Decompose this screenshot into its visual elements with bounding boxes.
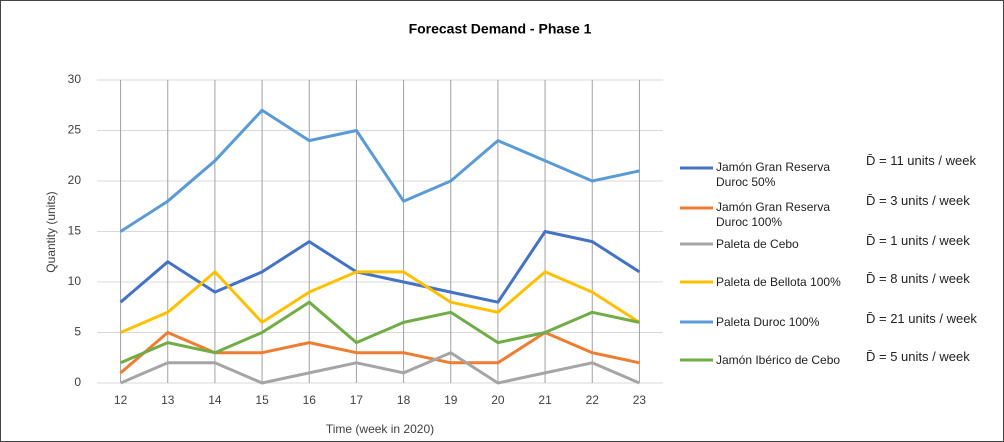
y-tick-label: 20 <box>68 173 82 187</box>
annotation: D̄ = 1 units / week <box>866 233 970 248</box>
x-tick-label: 20 <box>491 393 505 407</box>
y-tick-label: 15 <box>68 224 82 238</box>
x-tick-label: 23 <box>633 393 647 407</box>
x-tick-label: 22 <box>586 393 600 407</box>
x-tick-label: 18 <box>397 393 411 407</box>
y-tick-label: 10 <box>68 274 82 288</box>
annotation: D̄ = 8 units / week <box>866 271 970 286</box>
x-tick-label: 12 <box>114 393 128 407</box>
x-tick-label: 17 <box>350 393 364 407</box>
y-tick-label: 30 <box>68 72 82 86</box>
legend-label: Jamón Gran Reserva Duroc 50% <box>716 160 831 189</box>
annotation: D̄ = 5 units / week <box>866 349 970 364</box>
x-tick-label: 13 <box>161 393 175 407</box>
legend-label: Jamón Gran Reserva Duroc 100% <box>716 200 831 229</box>
series-line <box>119 300 640 365</box>
series-line <box>119 108 640 233</box>
y-tick-label: 0 <box>74 375 81 389</box>
annotation: D̄ = 11 units / week <box>866 153 976 168</box>
legend-label: Paleta de Bellota 100% <box>716 275 841 289</box>
y-axis-label: Quantity (units) <box>44 191 58 272</box>
legend-label: Paleta de Cebo <box>716 237 799 251</box>
x-tick-label: 15 <box>255 393 269 407</box>
y-tick-label: 25 <box>68 123 82 137</box>
y-tick-label: 5 <box>74 325 81 339</box>
series-line <box>119 270 641 334</box>
x-tick-label: 19 <box>444 393 458 407</box>
series-line <box>119 230 641 304</box>
legend-label: Jamón Ibérico de Cebo <box>716 353 841 367</box>
legend-label: Paleta Duroc 100% <box>716 315 820 329</box>
x-tick-label: 16 <box>303 393 317 407</box>
x-axis-label: Time (week in 2020) <box>326 422 434 436</box>
series-line <box>119 351 641 385</box>
chart-title: Forecast Demand - Phase 1 <box>409 21 592 37</box>
annotation: D̄ = 3 units / week <box>866 193 970 208</box>
x-tick-label: 14 <box>208 393 222 407</box>
series-line <box>119 331 640 375</box>
annotation: D̄ = 21 units / week <box>866 311 977 326</box>
x-tick-label: 21 <box>538 393 552 407</box>
